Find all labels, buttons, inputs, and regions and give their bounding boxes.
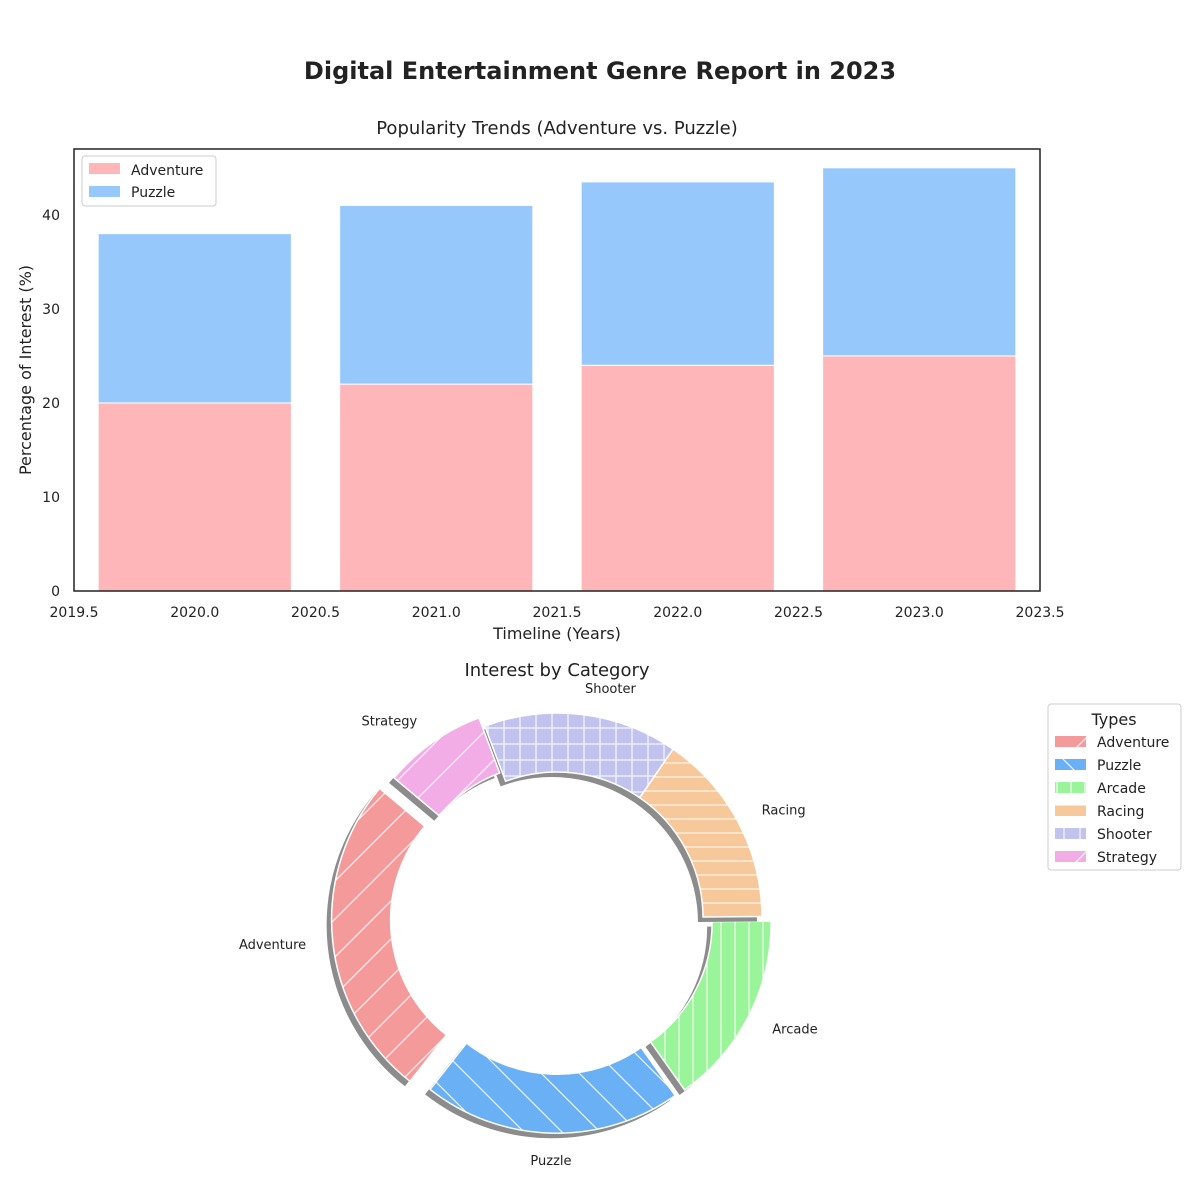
bar-chart-title: Popularity Trends (Adventure vs. Puzzle) [376, 118, 738, 139]
pie-legend-swatch-hatch-strategy [1055, 851, 1086, 862]
x-tick-label: 2022.5 [774, 605, 823, 621]
bar-plot-frame [73, 148, 1041, 592]
pie-legend-label-puzzle: Puzzle [1097, 758, 1141, 774]
x-axis-ticks: 2019.5 2020.0 2020.5 2021.0 2021.5 2022.0 2022… [50, 605, 1065, 621]
y-tick-label: 0 [51, 584, 60, 600]
pie-legend-title: Types [1090, 710, 1136, 729]
pie-legend-swatch-hatch-adventure [1055, 736, 1086, 747]
bar-puzzle-2023 [822, 167, 1017, 357]
pie-chart-title: Interest by Category [464, 660, 649, 681]
y-tick-label: 10 [42, 490, 60, 506]
wedge-hatch-strategy [394, 717, 500, 816]
x-tick-label: 2020.5 [291, 605, 340, 621]
wedge-label-strategy: Strategy [361, 715, 417, 730]
y-axis-ticks: 0 10 20 30 40 [42, 208, 60, 600]
stacked-bar-chart: Popularity Trends (Adventure vs. Puzzle)… [16, 118, 1065, 643]
x-tick-label: 2023.0 [895, 605, 944, 621]
x-tick-label: 2022.0 [653, 605, 702, 621]
x-tick-label: 2020.0 [170, 605, 219, 621]
wedge-hatch-shooter [484, 713, 674, 798]
wedge-hatch-arcade [650, 921, 772, 1090]
y-axis-label: Percentage of Interest (%) [16, 265, 35, 475]
pie-legend-label-adventure: Adventure [1097, 735, 1169, 751]
pie-legend-label-arcade: Arcade [1097, 781, 1146, 797]
bar-adventure-2020 [97, 402, 292, 592]
pie-legend-swatch-hatch-shooter [1055, 828, 1086, 839]
pie-legend: Types Adventure Puzzle Arcade Racing Shooter… [1047, 703, 1182, 871]
pie-legend-swatch-hatch-arcade [1055, 782, 1086, 793]
y-tick-label: 30 [42, 302, 60, 318]
pie-legend-label-shooter: Shooter [1097, 827, 1152, 843]
pie-labels: Adventure Puzzle Arcade Racing Shooter Strate… [239, 682, 818, 1169]
y-tick-label: 20 [42, 396, 60, 412]
pie-legend-swatch-hatch-racing [1055, 805, 1086, 816]
figure-title: Digital Entertainment Genre Report in 20… [304, 57, 896, 85]
pie-marks [326, 712, 772, 1139]
pie-legend-label-racing: Racing [1097, 804, 1144, 820]
x-axis-label: Timeline (Years) [492, 624, 621, 643]
legend-swatch-puzzle [89, 186, 120, 197]
x-tick-label: 2021.0 [412, 605, 461, 621]
wedge-label-adventure: Adventure [239, 938, 306, 953]
legend-label-adventure: Adventure [131, 163, 203, 179]
bar-legend: Adventure Puzzle [81, 155, 217, 207]
bar-adventure-2022 [580, 364, 775, 592]
legend-label-puzzle: Puzzle [131, 185, 175, 201]
wedge-hatch-adventure [331, 788, 447, 1082]
x-tick-label: 2019.5 [50, 605, 99, 621]
wedge-label-puzzle: Puzzle [530, 1154, 571, 1169]
x-tick-label: 2023.5 [1016, 605, 1065, 621]
wedge-label-shooter: Shooter [585, 682, 636, 697]
wedge-hatch-racing [639, 749, 762, 917]
donut-chart: Interest by Category Adventure Puzzle Arca… [239, 660, 1182, 1169]
wedge-hatch-puzzle [430, 1043, 676, 1134]
pie-legend-label-strategy: Strategy [1097, 850, 1157, 866]
bar-marks [97, 167, 1017, 592]
bar-puzzle-2021 [339, 204, 534, 385]
bar-adventure-2023 [822, 355, 1017, 592]
y-tick-label: 40 [42, 208, 60, 224]
bar-puzzle-2020 [97, 233, 292, 404]
wedge-label-arcade: Arcade [772, 1022, 817, 1037]
pie-legend-swatch-hatch-puzzle [1055, 759, 1086, 770]
bar-puzzle-2022 [580, 181, 775, 366]
legend-swatch-adventure [89, 163, 120, 174]
bar-adventure-2021 [339, 383, 534, 592]
x-tick-label: 2021.5 [533, 605, 582, 621]
wedge-label-racing: Racing [762, 803, 806, 818]
